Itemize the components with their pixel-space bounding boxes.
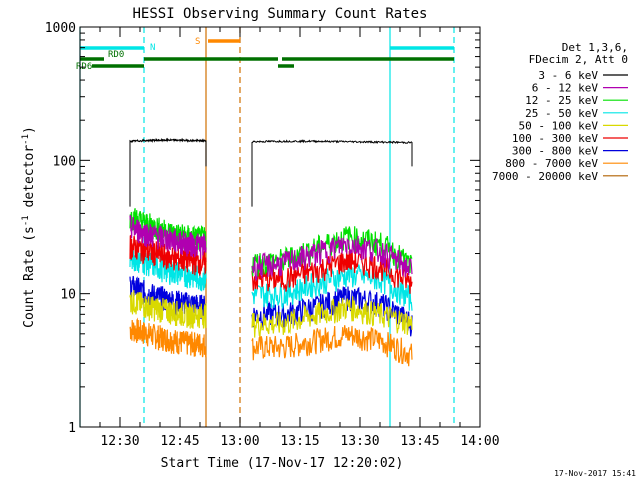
x-axis-ticks: 12:30 12:45 13:00 13:15 13:30 13:45 14:00	[79, 27, 500, 449]
series-line	[129, 275, 207, 320]
legend-label: 3 - 6 keV	[538, 69, 598, 82]
x-tick-label: 13:30	[340, 434, 379, 449]
y-tick-label: 1000	[45, 21, 76, 36]
y-axis-label: Count Rate (s-1 detector-1)	[21, 126, 37, 328]
series-line	[251, 235, 413, 281]
series-line	[129, 215, 207, 259]
x-axis-label: Start Time (17-Nov-17 12:20:02)	[161, 456, 404, 471]
legend-label: 25 - 50 keV	[525, 107, 598, 120]
legend-label: 300 - 800 keV	[512, 145, 598, 158]
legend-label: 800 - 7000 keV	[505, 157, 598, 170]
series-line	[129, 137, 207, 207]
legend-label: 100 - 300 keV	[512, 132, 598, 145]
legend-label: 12 - 25 keV	[525, 94, 598, 107]
legend-label: 6 - 12 keV	[532, 82, 599, 95]
series-line	[251, 325, 413, 367]
flag-label: N	[150, 43, 155, 53]
x-tick-label: 12:30	[100, 434, 139, 449]
y-tick-label: 100	[53, 154, 76, 169]
x-tick-label: 13:45	[400, 434, 439, 449]
flag-label: S	[195, 37, 200, 47]
legend-header: Det 1,3,6,	[562, 41, 628, 54]
series-line	[129, 290, 207, 329]
series-line	[251, 296, 413, 338]
chart-title: HESSI Observing Summary Count Rates	[132, 6, 427, 22]
timestamp: 17-Nov-2017 15:41	[554, 469, 636, 478]
y-tick-label: 10	[60, 288, 76, 303]
series-line	[129, 234, 207, 276]
x-tick-label: 14:00	[460, 434, 499, 449]
series-line	[129, 317, 207, 358]
legend-label: 50 - 100 keV	[519, 119, 599, 132]
x-tick-label: 13:00	[220, 434, 259, 449]
x-tick-label: 13:15	[280, 434, 319, 449]
legend-label: 7000 - 20000 keV	[492, 170, 598, 183]
y-axis-ticks: 1 10 100 1000	[45, 21, 480, 436]
x-tick-label: 12:45	[160, 434, 199, 449]
series-layer	[129, 137, 413, 367]
series-line	[251, 139, 413, 207]
flag-label: RD0	[108, 50, 124, 60]
y-tick-label: 1	[68, 421, 76, 436]
legend-header: FDecim 2, Att 0	[529, 53, 628, 66]
